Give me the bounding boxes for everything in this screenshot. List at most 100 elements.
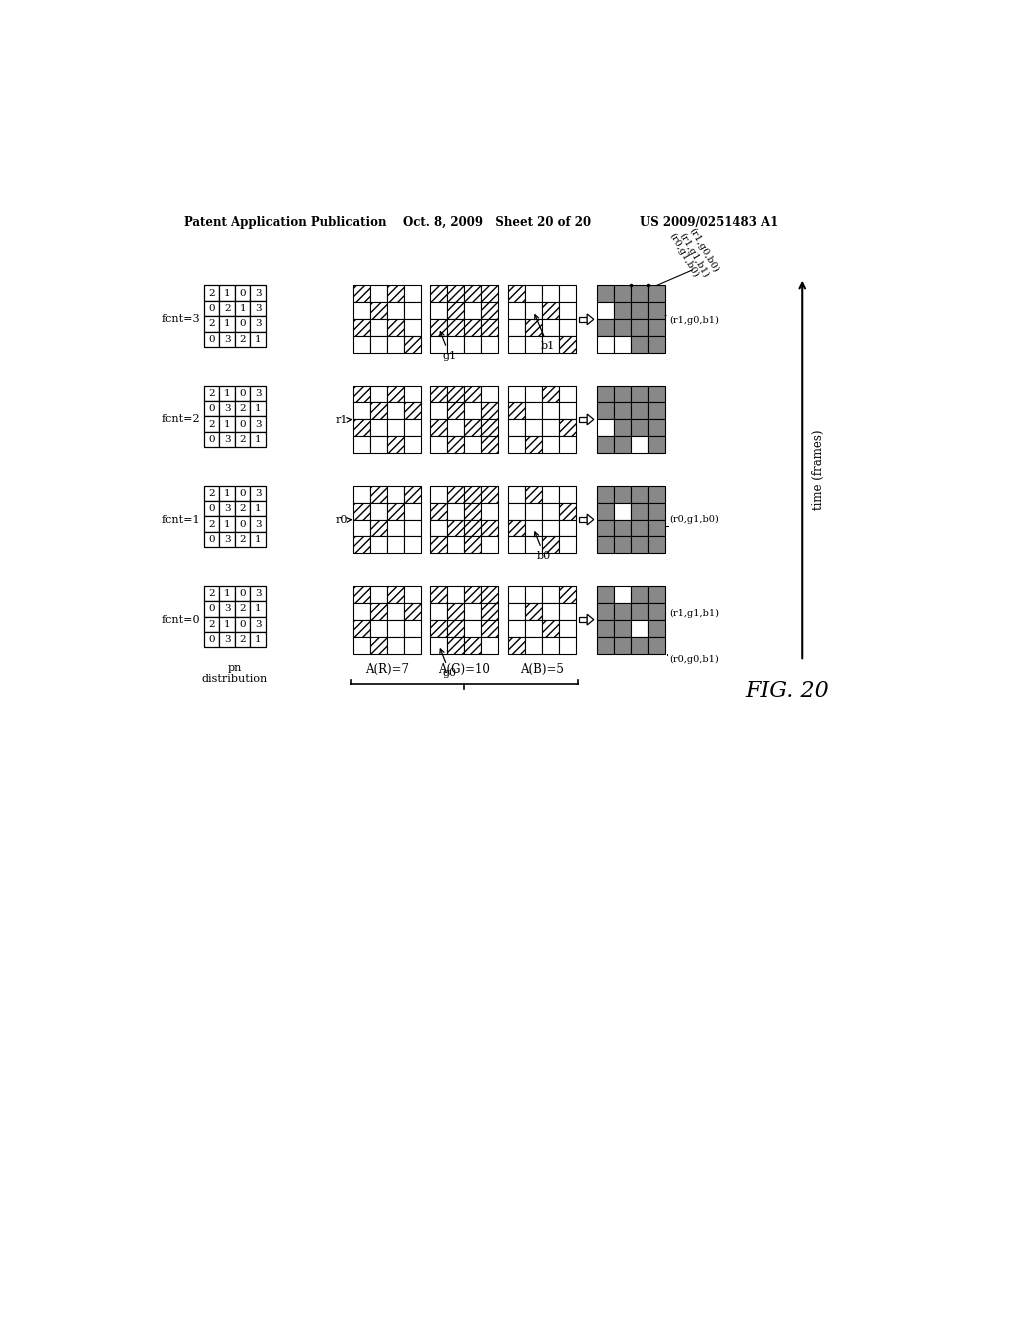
- Bar: [204, 601, 219, 616]
- Text: (r1,g0,b1): (r1,g0,b1): [665, 315, 719, 325]
- Bar: [524, 437, 542, 453]
- Text: Patent Application Publication: Patent Application Publication: [183, 216, 386, 230]
- Bar: [447, 403, 464, 420]
- Bar: [614, 437, 631, 453]
- Text: (r0,g0,b1): (r0,g0,b1): [669, 655, 719, 664]
- Bar: [481, 437, 499, 453]
- Bar: [559, 586, 575, 603]
- Text: 3: 3: [255, 389, 261, 397]
- Bar: [219, 317, 234, 331]
- Bar: [251, 285, 266, 301]
- Bar: [370, 636, 387, 653]
- Bar: [204, 301, 219, 317]
- Bar: [387, 437, 403, 453]
- Bar: [370, 603, 387, 619]
- Bar: [403, 302, 421, 319]
- Polygon shape: [587, 314, 594, 325]
- Bar: [352, 420, 370, 437]
- Bar: [559, 636, 575, 653]
- Bar: [447, 403, 464, 420]
- Bar: [597, 586, 614, 603]
- Bar: [352, 385, 370, 403]
- Text: 1: 1: [224, 420, 230, 429]
- Bar: [597, 385, 614, 403]
- Bar: [234, 317, 251, 331]
- Bar: [481, 486, 499, 503]
- Text: 3: 3: [224, 436, 230, 444]
- Bar: [430, 520, 447, 536]
- Bar: [447, 636, 464, 653]
- Text: (r1,g1,b1): (r1,g1,b1): [669, 609, 719, 618]
- Bar: [403, 586, 421, 603]
- Bar: [481, 420, 499, 437]
- Bar: [464, 520, 481, 536]
- Bar: [464, 503, 481, 520]
- Bar: [524, 437, 542, 453]
- Text: A(R)=7: A(R)=7: [365, 663, 409, 676]
- Bar: [524, 486, 542, 503]
- Text: 3: 3: [224, 535, 230, 544]
- Bar: [542, 586, 559, 603]
- Bar: [631, 437, 648, 453]
- Bar: [370, 302, 387, 319]
- Text: 3: 3: [255, 319, 261, 329]
- Bar: [542, 319, 559, 337]
- Bar: [524, 603, 542, 619]
- Polygon shape: [587, 515, 594, 525]
- Bar: [352, 603, 370, 619]
- Bar: [403, 403, 421, 420]
- Text: 2: 2: [209, 620, 215, 628]
- Text: 2: 2: [240, 605, 246, 614]
- Bar: [559, 503, 575, 520]
- Bar: [370, 520, 387, 536]
- Bar: [430, 619, 447, 636]
- Bar: [430, 420, 447, 437]
- Text: 1: 1: [224, 488, 230, 498]
- Bar: [559, 420, 575, 437]
- Bar: [614, 619, 631, 636]
- Bar: [614, 403, 631, 420]
- Bar: [464, 520, 481, 536]
- Bar: [204, 516, 219, 532]
- Bar: [370, 486, 387, 503]
- Text: 2: 2: [209, 420, 215, 429]
- Bar: [542, 603, 559, 619]
- Bar: [481, 520, 499, 536]
- Bar: [387, 619, 403, 636]
- Bar: [524, 603, 542, 619]
- Bar: [370, 437, 387, 453]
- Text: 2: 2: [209, 520, 215, 528]
- Bar: [542, 385, 559, 403]
- Bar: [219, 385, 234, 401]
- Bar: [204, 616, 219, 632]
- Bar: [481, 403, 499, 420]
- Bar: [648, 385, 665, 403]
- Text: 3: 3: [224, 605, 230, 614]
- Bar: [430, 385, 447, 403]
- Bar: [614, 385, 631, 403]
- Bar: [524, 302, 542, 319]
- Bar: [464, 503, 481, 520]
- Text: 2: 2: [240, 635, 246, 644]
- Bar: [579, 517, 587, 521]
- Bar: [387, 437, 403, 453]
- Text: 3: 3: [255, 620, 261, 628]
- Bar: [614, 337, 631, 354]
- Bar: [430, 503, 447, 520]
- Bar: [403, 636, 421, 653]
- Bar: [559, 385, 575, 403]
- Bar: [648, 603, 665, 619]
- Bar: [542, 536, 559, 553]
- Bar: [542, 503, 559, 520]
- Bar: [524, 636, 542, 653]
- Bar: [597, 403, 614, 420]
- Bar: [614, 536, 631, 553]
- Bar: [542, 536, 559, 553]
- Text: 3: 3: [255, 304, 261, 313]
- Text: US 2009/0251483 A1: US 2009/0251483 A1: [640, 216, 778, 230]
- Bar: [559, 536, 575, 553]
- Bar: [597, 486, 614, 503]
- Bar: [631, 520, 648, 536]
- Bar: [430, 536, 447, 553]
- Bar: [204, 632, 219, 647]
